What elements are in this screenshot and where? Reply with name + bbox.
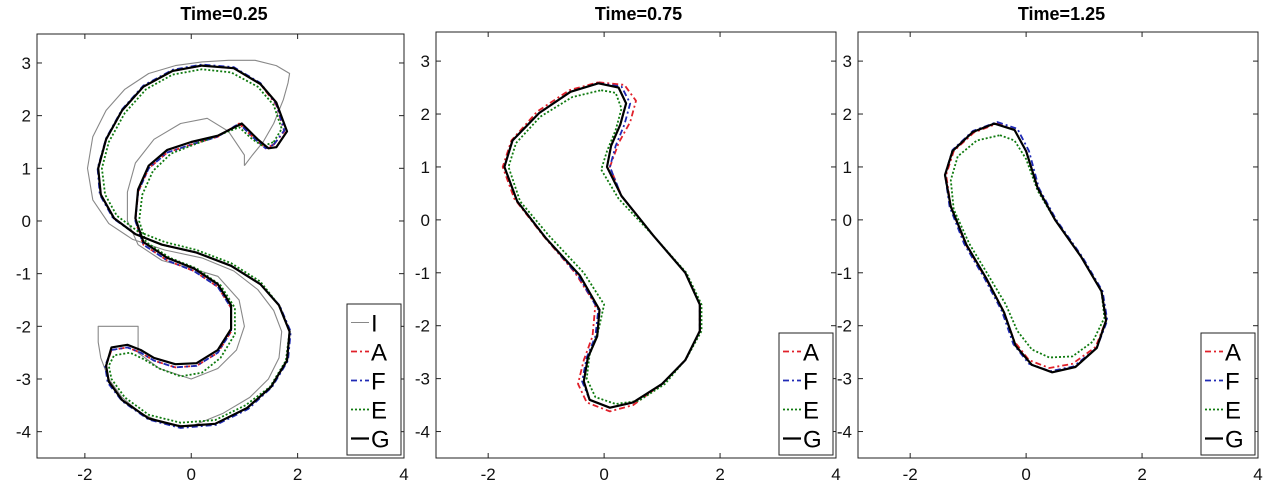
series-line-G (97, 64, 291, 428)
x-tick-label: 0 (1021, 465, 1030, 484)
x-tick-label: 2 (293, 465, 302, 484)
legend-label: A (803, 340, 819, 367)
series-line-I (86, 59, 291, 427)
y-tick-label: -3 (16, 370, 31, 389)
y-tick-label: 3 (22, 54, 31, 73)
legend-label: G (803, 427, 822, 454)
chart-panel-3: Time=1.25 -2 0 2 4 3 2 1 0 -1 -2 -3 -4 A F E G (837, 0, 1268, 492)
chart-panel-1: Time=0.25 -2 0 2 4 3 2 1 0 -1 -2 -3 -4 I A F E G (0, 0, 422, 492)
x-tick-label: 0 (187, 465, 196, 484)
series-line-E (949, 134, 1106, 359)
series-line-G (943, 122, 1108, 374)
x-tick-label: -2 (903, 465, 918, 484)
legend-label: F (803, 369, 818, 396)
series-group (86, 59, 292, 429)
y-tick-label: 3 (843, 52, 852, 71)
series-group (943, 121, 1109, 374)
x-tick-label: 4 (831, 465, 840, 484)
legend-label: G (371, 427, 390, 454)
y-tick-label: -2 (16, 317, 31, 336)
y-tick-label: -4 (415, 423, 430, 442)
plot-frame (435, 31, 837, 459)
x-tick-label: -2 (481, 465, 496, 484)
y-tick-label: 2 (421, 105, 430, 124)
series-line-A (97, 64, 291, 428)
y-tick-label: -2 (837, 317, 852, 336)
y-tick-label: 2 (843, 105, 852, 124)
y-tick-label: 2 (22, 107, 31, 126)
y-tick-label: 1 (421, 158, 430, 177)
series-line-E (507, 89, 703, 405)
chart-title: Time=1.25 (1017, 4, 1106, 24)
legend (778, 332, 834, 456)
plot-frame (36, 33, 405, 459)
legend-label: I (371, 311, 378, 338)
x-tick-label: 2 (715, 465, 724, 484)
y-tick-label: -2 (415, 317, 430, 336)
legend-label: E (803, 398, 819, 425)
legend-label: E (1225, 398, 1241, 425)
x-tick-label: 0 (599, 465, 608, 484)
series-line-F (503, 82, 701, 409)
series-line-A (501, 81, 701, 413)
legend-label: F (1225, 369, 1240, 396)
chart-title: Time=0.25 (180, 4, 268, 24)
chart-panel-2: Time=0.75 -2 0 2 4 3 2 1 0 -1 -2 -3 -4 A F E G (415, 0, 845, 492)
y-tick-label: -4 (16, 423, 31, 442)
legend-label: F (371, 369, 386, 396)
chart-title: Time=0.75 (594, 4, 683, 24)
y-tick-label: -4 (837, 423, 852, 442)
series-line-G (503, 82, 701, 409)
legend-label: E (371, 398, 387, 425)
plot-frame (857, 31, 1259, 459)
x-tick-label: -2 (77, 465, 92, 484)
legend-label: G (1225, 427, 1244, 454)
x-tick-label: 2 (1137, 465, 1146, 484)
series-line-E (101, 68, 291, 424)
legend (1200, 332, 1256, 456)
y-tick-label: 1 (22, 159, 31, 178)
y-tick-label: -1 (16, 265, 31, 284)
x-tick-label: 4 (1253, 465, 1262, 484)
legend-label: A (371, 340, 387, 367)
y-tick-label: -3 (415, 370, 430, 389)
legend-label: A (1225, 340, 1241, 367)
y-tick-label: 3 (421, 52, 430, 71)
x-tick-label: 4 (399, 465, 408, 484)
series-group (501, 81, 703, 413)
y-tick-label: -1 (415, 264, 430, 283)
y-tick-label: 1 (843, 158, 852, 177)
y-tick-label: 0 (421, 211, 430, 230)
y-tick-label: 0 (22, 212, 31, 231)
y-tick-label: -3 (837, 370, 852, 389)
legend (346, 303, 402, 456)
y-tick-label: 0 (843, 211, 852, 230)
y-tick-label: -1 (837, 264, 852, 283)
